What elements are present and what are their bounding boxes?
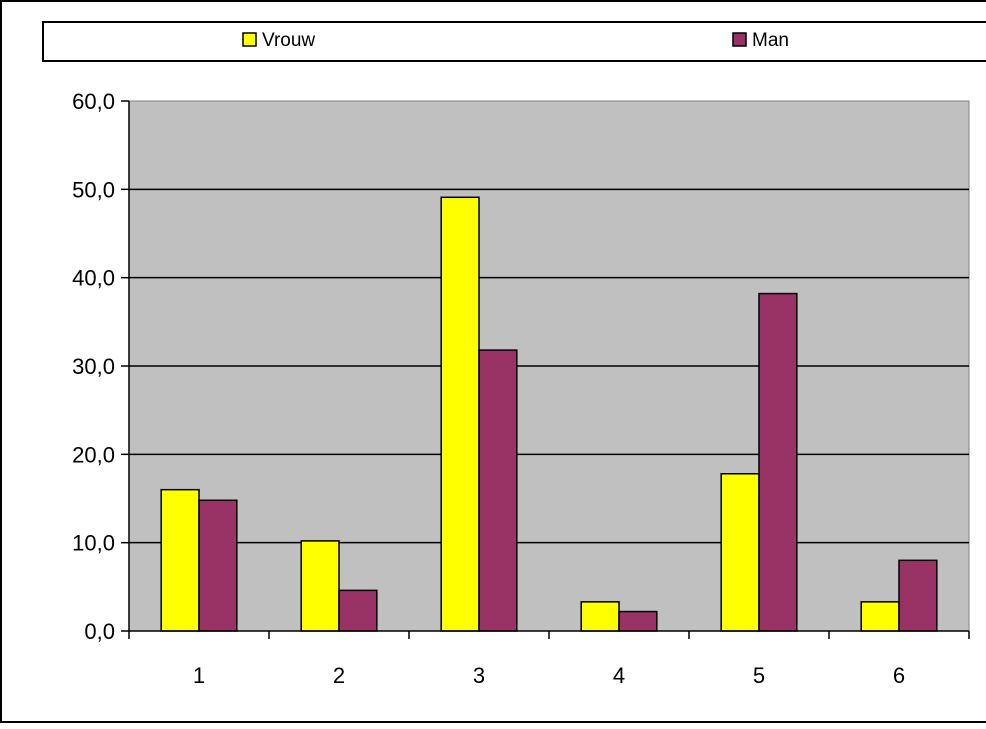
x-tick-label: 5 [753, 663, 765, 688]
bar-vrouw-3 [440, 196, 480, 632]
bar-man-6 [898, 559, 938, 632]
x-tick-label: 3 [473, 663, 485, 688]
bar-man-5 [758, 292, 798, 632]
bar-man-3 [478, 349, 518, 632]
bars [160, 196, 938, 632]
x-tick-label: 1 [193, 663, 205, 688]
legend-label-vrouw: Vrouw [262, 30, 315, 51]
axes [121, 100, 970, 639]
y-tick-label: 10,0 [72, 531, 115, 556]
y-tick-label: 30,0 [72, 354, 115, 379]
bar-man-2 [338, 589, 378, 632]
legend-swatch-man [732, 32, 747, 47]
y-tick-label: 60,0 [72, 89, 115, 114]
gridlines [129, 188, 969, 544]
bar-vrouw-5 [720, 473, 760, 632]
x-tick-label: 4 [613, 663, 625, 688]
y-tick-label: 0,0 [84, 619, 115, 644]
x-tick-labels: 1 2 3 4 5 6 [193, 663, 905, 688]
bar-vrouw-6 [860, 601, 900, 632]
legend: Vrouw Man [42, 21, 986, 62]
y-tick-label: 50,0 [72, 177, 115, 202]
bar-vrouw-1 [160, 488, 200, 632]
y-tick-label: 40,0 [72, 266, 115, 291]
x-tick-label: 6 [893, 663, 905, 688]
y-tick-label: 20,0 [72, 442, 115, 467]
legend-label-man: Man [752, 30, 789, 51]
bar-vrouw-2 [300, 540, 340, 632]
x-tick-label: 2 [333, 663, 345, 688]
bar-vrouw-4 [580, 601, 620, 632]
legend-box [42, 21, 986, 62]
legend-swatch-vrouw [242, 32, 257, 47]
bar-man-1 [198, 499, 238, 632]
bar-man-4 [618, 610, 658, 632]
y-tick-labels: 0,0 10,0 20,0 30,0 40,0 50,0 60,0 [72, 89, 115, 644]
